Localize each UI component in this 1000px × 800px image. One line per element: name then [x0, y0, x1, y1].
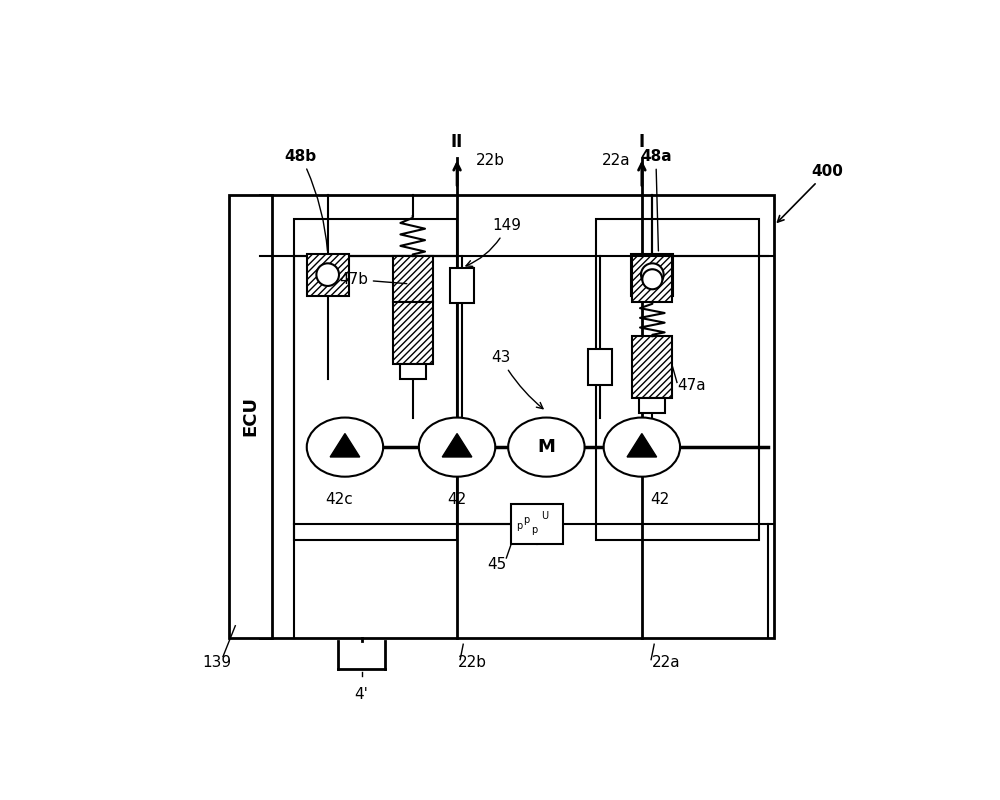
Bar — [229, 194, 272, 638]
Text: 48b: 48b — [285, 149, 327, 251]
Text: 47a: 47a — [677, 378, 706, 393]
Polygon shape — [442, 434, 472, 457]
Text: 400: 400 — [778, 164, 843, 222]
Text: I: I — [639, 134, 645, 151]
Text: II: II — [451, 134, 463, 151]
Circle shape — [642, 270, 662, 290]
Ellipse shape — [419, 418, 495, 477]
Text: ECU: ECU — [242, 396, 260, 436]
Text: 22a: 22a — [602, 153, 630, 168]
Bar — [511, 504, 563, 544]
Text: 42: 42 — [651, 492, 670, 507]
Bar — [596, 219, 759, 539]
Text: 22b: 22b — [458, 655, 487, 670]
Text: 43: 43 — [491, 350, 543, 409]
Text: 149: 149 — [466, 218, 522, 266]
Bar — [632, 256, 672, 302]
Bar — [260, 194, 774, 638]
Text: p: p — [531, 525, 538, 535]
Bar — [393, 256, 433, 302]
Bar — [400, 364, 426, 379]
Text: M: M — [537, 438, 555, 456]
Text: 4': 4' — [355, 687, 369, 702]
Bar — [393, 302, 433, 364]
Ellipse shape — [508, 418, 585, 477]
Text: 139: 139 — [202, 655, 231, 670]
Text: 42: 42 — [447, 492, 467, 507]
Ellipse shape — [604, 418, 680, 477]
Text: 22a: 22a — [652, 655, 681, 670]
Circle shape — [316, 263, 339, 286]
Bar — [450, 267, 474, 303]
Bar — [307, 254, 349, 295]
Bar — [632, 336, 672, 398]
Bar — [294, 219, 457, 539]
Polygon shape — [627, 434, 657, 457]
Text: 45: 45 — [487, 557, 507, 572]
Text: 22b: 22b — [476, 153, 505, 168]
Circle shape — [641, 263, 664, 286]
Bar — [631, 254, 673, 295]
Text: U: U — [541, 511, 549, 521]
Text: p: p — [524, 515, 530, 525]
Bar — [639, 398, 665, 414]
Text: 42c: 42c — [325, 492, 353, 507]
Bar — [588, 349, 612, 385]
Text: 47b: 47b — [339, 272, 407, 287]
Polygon shape — [330, 434, 360, 457]
Text: 48a: 48a — [640, 149, 672, 251]
Text: p: p — [516, 521, 522, 531]
Ellipse shape — [307, 418, 383, 477]
